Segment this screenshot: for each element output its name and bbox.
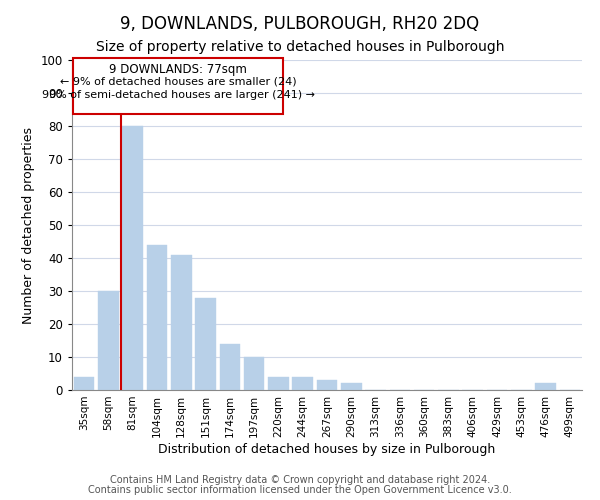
X-axis label: Distribution of detached houses by size in Pulborough: Distribution of detached houses by size … [158, 442, 496, 456]
Text: 9, DOWNLANDS, PULBOROUGH, RH20 2DQ: 9, DOWNLANDS, PULBOROUGH, RH20 2DQ [121, 15, 479, 33]
FancyBboxPatch shape [73, 58, 283, 114]
Bar [292, 377, 313, 390]
Bar [171, 254, 191, 390]
Bar [341, 384, 362, 390]
Text: ← 9% of detached houses are smaller (24): ← 9% of detached houses are smaller (24) [60, 76, 296, 86]
Bar [244, 357, 265, 390]
Text: Size of property relative to detached houses in Pulborough: Size of property relative to detached ho… [96, 40, 504, 54]
Text: Contains HM Land Registry data © Crown copyright and database right 2024.: Contains HM Land Registry data © Crown c… [110, 475, 490, 485]
Bar [220, 344, 240, 390]
Bar [98, 291, 119, 390]
Bar [317, 380, 337, 390]
Text: 9 DOWNLANDS: 77sqm: 9 DOWNLANDS: 77sqm [109, 64, 247, 76]
Bar [74, 377, 94, 390]
Text: Contains public sector information licensed under the Open Government Licence v3: Contains public sector information licen… [88, 485, 512, 495]
Bar [268, 377, 289, 390]
Text: 90% of semi-detached houses are larger (241) →: 90% of semi-detached houses are larger (… [42, 90, 315, 100]
Y-axis label: Number of detached properties: Number of detached properties [22, 126, 35, 324]
Bar [535, 384, 556, 390]
Bar [122, 126, 143, 390]
Bar [195, 298, 216, 390]
Bar [146, 245, 167, 390]
